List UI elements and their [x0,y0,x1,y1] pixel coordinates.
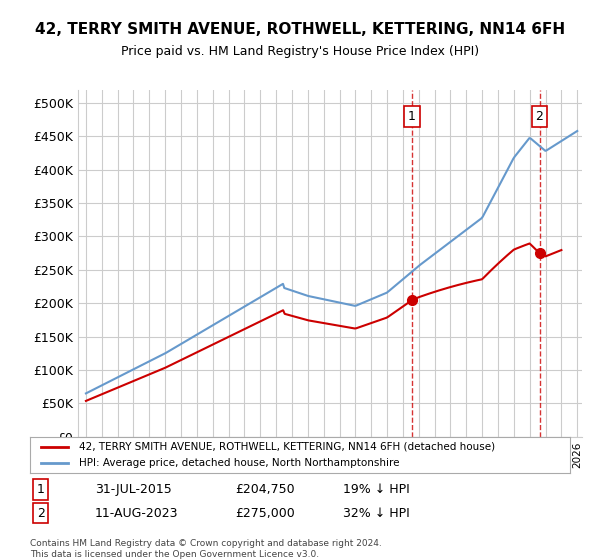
Text: £204,750: £204,750 [235,483,295,496]
Text: This data is licensed under the Open Government Licence v3.0.: This data is licensed under the Open Gov… [30,550,319,559]
Text: 2: 2 [536,110,544,123]
Text: 32% ↓ HPI: 32% ↓ HPI [343,507,410,520]
Text: £275,000: £275,000 [235,507,295,520]
Text: 1: 1 [408,110,416,123]
Text: 1: 1 [37,483,45,496]
Text: Contains HM Land Registry data © Crown copyright and database right 2024.: Contains HM Land Registry data © Crown c… [30,539,382,548]
Text: 11-AUG-2023: 11-AUG-2023 [95,507,178,520]
Text: 19% ↓ HPI: 19% ↓ HPI [343,483,410,496]
Text: 2: 2 [37,507,45,520]
Text: 42, TERRY SMITH AVENUE, ROTHWELL, KETTERING, NN14 6FH (detached house): 42, TERRY SMITH AVENUE, ROTHWELL, KETTER… [79,442,495,452]
Text: 42, TERRY SMITH AVENUE, ROTHWELL, KETTERING, NN14 6FH: 42, TERRY SMITH AVENUE, ROTHWELL, KETTER… [35,22,565,38]
Text: 31-JUL-2015: 31-JUL-2015 [95,483,172,496]
Text: Price paid vs. HM Land Registry's House Price Index (HPI): Price paid vs. HM Land Registry's House … [121,45,479,58]
Text: HPI: Average price, detached house, North Northamptonshire: HPI: Average price, detached house, Nort… [79,458,399,468]
